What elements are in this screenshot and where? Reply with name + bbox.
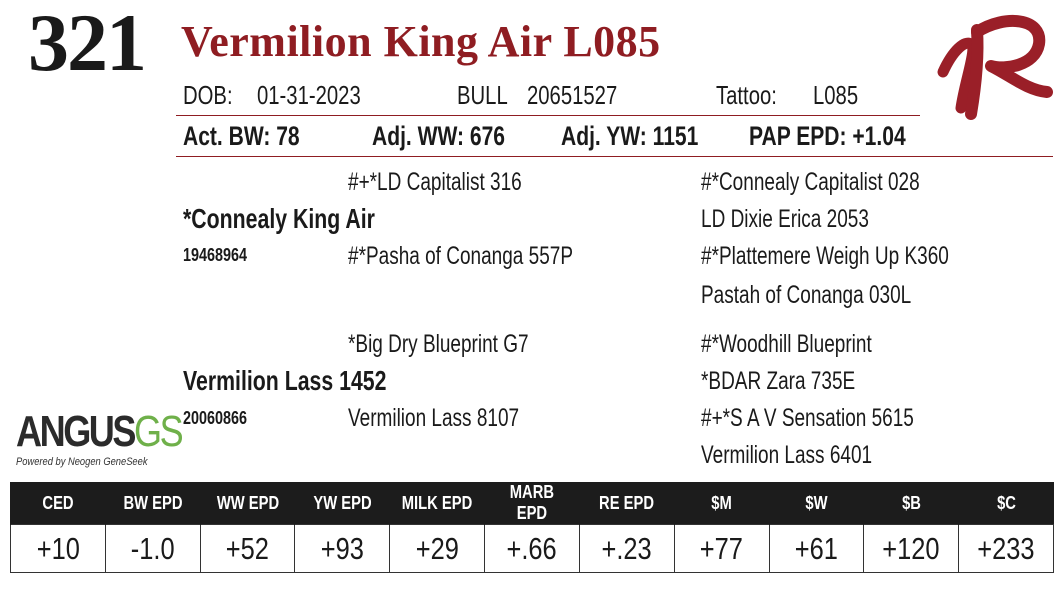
epd-header-ced: CED <box>10 482 106 525</box>
adj-ww: Adj. WW: 676 <box>372 121 506 151</box>
epd-header-bw: BW EPD <box>104 482 201 525</box>
angus-logo-gs: GS <box>134 407 184 456</box>
angus-logo-wordmark: ANGUSGS <box>16 407 184 456</box>
adj-yw: Adj. YW: 1151 <box>561 121 699 151</box>
vr-brand-logo-icon <box>937 14 1053 120</box>
dob-value: 01-31-2023 <box>257 80 361 110</box>
lot-number: 321 <box>28 0 147 88</box>
epd-value-b: +120 <box>863 524 960 573</box>
dam-name: Vermilion Lass 1452 <box>183 365 387 396</box>
epd-header-label: MILK EPD <box>401 492 473 513</box>
epd-header-label: $W <box>805 492 828 513</box>
epd-value: -1.0 <box>130 530 175 566</box>
registration-number: 20651527 <box>527 80 618 110</box>
dam-registration: 20060866 <box>183 408 248 428</box>
animal-name: Vermilion King Air L085 <box>181 17 661 66</box>
epd-header-b: $B <box>863 482 959 525</box>
epd-value: +10 <box>36 530 80 566</box>
dam-sire-sire: #*Woodhill Blueprint <box>701 330 872 358</box>
tattoo-label: Tattoo: <box>716 80 777 110</box>
epd-header-label: YW EPD <box>313 492 372 513</box>
dob-label: DOB: <box>183 80 233 110</box>
sire-dam: #*Pasha of Conanga 557P <box>348 242 574 270</box>
epd-value: +93 <box>320 530 364 566</box>
epd-header-label: CED <box>42 492 74 513</box>
sex-label: BULL <box>457 80 508 110</box>
epd-value-ced: +10 <box>10 524 106 573</box>
angus-logo-main: ANGUS <box>16 407 136 456</box>
divider-bottom <box>176 156 1053 157</box>
epd-value-c: +233 <box>958 524 1054 573</box>
angus-gs-logo: ANGUSGS Powered by Neogen GeneSeek <box>16 407 217 469</box>
epd-value-marb: +.66 <box>484 524 580 573</box>
epd-header-milk: MILK EPD <box>389 482 485 525</box>
epd-value: +52 <box>225 530 270 566</box>
pap-epd: PAP EPD: +1.04 <box>749 121 906 151</box>
epd-value: +233 <box>977 530 1035 566</box>
epd-header-re: RE EPD <box>578 482 675 525</box>
epd-value-row: +10 -1.0 +52 +93 +29 +.66 +.23 +77 +61 +… <box>10 524 1054 573</box>
epd-header-c: $C <box>958 482 1054 525</box>
epd-value: +.66 <box>506 530 558 566</box>
epd-header-m: $M <box>673 482 769 525</box>
epd-value-milk: +29 <box>389 524 486 573</box>
dam-sire: *Big Dry Blueprint G7 <box>348 330 529 358</box>
epd-value: +.23 <box>601 530 652 566</box>
epd-header-label: WW EPD <box>216 492 279 513</box>
epd-header-label: RE EPD <box>599 492 655 513</box>
epd-header-label: $C <box>996 492 1016 513</box>
divider-top <box>176 115 920 116</box>
epd-header-label: MARB EPD <box>509 482 555 523</box>
sire-sire: #+*LD Capitalist 316 <box>348 168 522 196</box>
epd-value: +77 <box>700 530 744 566</box>
epd-value-w: +61 <box>768 524 865 573</box>
epd-value-yw: +93 <box>294 524 391 573</box>
epd-value-m: +77 <box>673 524 770 573</box>
epd-value: +29 <box>415 530 459 566</box>
dam-sire-dam: *BDAR Zara 735E <box>701 367 856 395</box>
sire-dam-dam: Pastah of Conanga 030L <box>701 281 912 309</box>
epd-value-re: +.23 <box>578 524 675 573</box>
epd-header-ww: WW EPD <box>199 482 295 525</box>
epd-header-w: $W <box>768 482 864 525</box>
sire-dam-sire: #*Plattemere Weigh Up K360 <box>701 242 949 270</box>
act-bw: Act. BW: 78 <box>183 121 300 151</box>
sire-sire-dam: LD Dixie Erica 2053 <box>701 205 869 233</box>
sire-registration: 19468964 <box>183 245 248 265</box>
epd-header-marb: MARB EPD <box>484 482 580 525</box>
epd-header-label: $M <box>711 492 732 513</box>
dam-dam: Vermilion Lass 8107 <box>348 404 520 432</box>
sire-name: *Connealy King Air <box>183 203 375 234</box>
epd-table: CED BW EPD WW EPD YW EPD MILK EPD MARB E… <box>10 482 1054 573</box>
epd-value: +61 <box>794 530 838 566</box>
tattoo-value: L085 <box>813 80 859 110</box>
epd-value-bw: -1.0 <box>104 524 201 573</box>
epd-header-row: CED BW EPD WW EPD YW EPD MILK EPD MARB E… <box>10 482 1054 525</box>
epd-value: +120 <box>882 530 940 566</box>
epd-header-label: BW EPD <box>123 492 183 513</box>
angus-logo-tagline: Powered by Neogen GeneSeek <box>16 456 148 468</box>
dam-dam-sire: #+*S A V Sensation 5615 <box>701 404 914 432</box>
sire-sire-sire: #*Connealy Capitalist 028 <box>701 168 920 196</box>
epd-value-ww: +52 <box>199 524 296 573</box>
dam-dam-dam: Vermilion Lass 6401 <box>701 441 873 469</box>
epd-header-label: $B <box>901 492 921 513</box>
epd-header-yw: YW EPD <box>294 482 390 525</box>
